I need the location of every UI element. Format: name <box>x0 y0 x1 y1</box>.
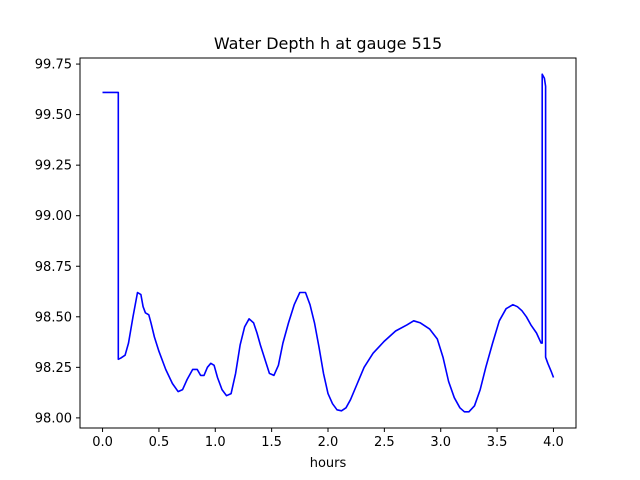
series-line <box>102 73 555 413</box>
x-tick-label: 3.5 <box>487 435 508 450</box>
x-tick-label: 2.5 <box>374 435 395 450</box>
plot-frame <box>79 57 577 429</box>
x-tick-label: 1.0 <box>205 435 226 450</box>
y-tick-label: 99.50 <box>35 108 72 123</box>
y-tick-label: 98.50 <box>35 310 72 325</box>
x-axis-ticks: 0.0 0.5 1.0 1.5 2.0 2.5 3.0 3.5 4.0 <box>92 428 564 450</box>
x-tick-label: 4.0 <box>543 435 564 450</box>
x-tick-label: 3.0 <box>430 435 451 450</box>
y-tick-label: 98.25 <box>35 361 72 376</box>
plot-series <box>102 73 555 413</box>
y-tick-label: 99.75 <box>35 58 72 73</box>
y-tick-label: 98.75 <box>35 260 72 275</box>
chart-title: Water Depth h at gauge 515 <box>214 34 442 53</box>
y-tick-label: 99.25 <box>35 159 72 174</box>
x-axis-label: hours <box>310 456 347 471</box>
x-tick-label: 0.0 <box>92 435 113 450</box>
y-tick-label: 98.00 <box>35 411 72 426</box>
x-tick-label: 1.5 <box>261 435 282 450</box>
x-tick-label: 0.5 <box>149 435 170 450</box>
y-axis-ticks: 98.00 98.25 98.50 98.75 99.00 99.25 99.50 99.75 <box>35 58 80 426</box>
x-tick-label: 2.0 <box>318 435 339 450</box>
y-tick-label: 99.00 <box>35 209 72 224</box>
